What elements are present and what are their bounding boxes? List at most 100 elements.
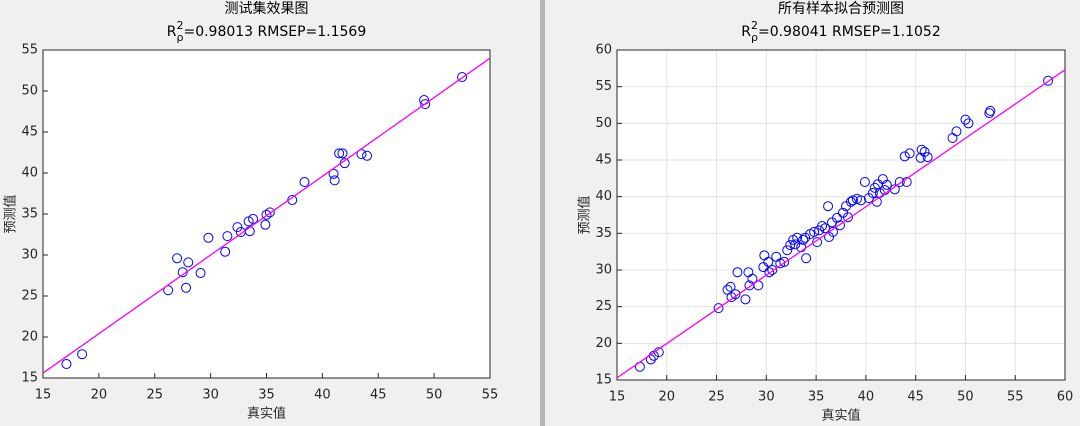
fit-line: [616, 69, 1066, 379]
y-tick-label: 55: [21, 43, 38, 58]
point: [790, 239, 801, 250]
point: [163, 285, 174, 296]
point: [782, 245, 793, 256]
point: [248, 213, 259, 224]
chart-title: 所有样本拟合预测图: [778, 1, 904, 17]
subtitle-sup: 2: [176, 19, 183, 32]
x-tick-label: 50: [957, 390, 974, 405]
point: [823, 201, 834, 212]
x-tick-label: 30: [202, 388, 219, 403]
point: [730, 289, 741, 300]
y-tick-label: 15: [595, 373, 612, 388]
point: [919, 146, 930, 157]
y-tick-label: 40: [21, 166, 38, 181]
y-tick-label: 25: [21, 289, 38, 304]
subtitle-sup: 2: [751, 19, 758, 32]
y-tick-label: 30: [595, 263, 612, 278]
x-tick-label: 20: [659, 390, 676, 405]
point: [181, 282, 192, 293]
x-axis-label: 真实值: [247, 406, 286, 422]
point: [775, 258, 786, 269]
point: [951, 126, 962, 137]
y-axis-label: 预测值: [3, 194, 19, 233]
point: [842, 212, 853, 223]
point: [851, 193, 862, 204]
point: [832, 212, 843, 223]
point: [1043, 75, 1054, 86]
divider: [540, 0, 545, 426]
point: [867, 188, 878, 198]
point: [763, 256, 774, 267]
point: [800, 232, 811, 243]
x-tick-label: 30: [758, 390, 775, 405]
y-tick-label: 50: [21, 84, 38, 99]
point: [881, 179, 892, 190]
subtitle-sub: ρ: [751, 31, 758, 44]
point: [916, 144, 927, 155]
point: [457, 72, 468, 83]
point: [801, 253, 812, 264]
x-tick-label: 35: [808, 390, 825, 405]
point: [798, 234, 809, 245]
point: [420, 99, 431, 110]
point: [845, 196, 856, 207]
point: [812, 237, 823, 248]
y-axis-label: 预测值: [577, 195, 593, 234]
point: [732, 267, 743, 278]
y-tick-label: 15: [21, 371, 38, 386]
point: [899, 151, 910, 162]
x-tick-label: 50: [426, 388, 443, 403]
point: [232, 222, 243, 233]
point: [859, 177, 870, 187]
point: [847, 195, 858, 206]
y-tick-label: 45: [21, 125, 38, 140]
point: [779, 256, 790, 267]
point: [758, 262, 769, 273]
point: [963, 118, 974, 129]
y-tick-label: 25: [595, 299, 612, 314]
y-tick-label: 45: [595, 153, 612, 168]
x-tick-label: 15: [35, 388, 52, 403]
point: [869, 182, 880, 193]
point: [61, 359, 72, 370]
point: [299, 177, 310, 188]
point: [785, 240, 796, 251]
x-tick-label: 25: [708, 390, 725, 405]
point: [792, 232, 803, 243]
point: [855, 195, 866, 206]
point: [817, 221, 828, 231]
point: [328, 168, 339, 179]
point: [713, 303, 724, 314]
point: [809, 226, 820, 237]
y-tick-label: 40: [595, 189, 612, 204]
x-tick-label: 45: [907, 390, 924, 405]
point: [740, 294, 751, 305]
x-tick-label: 40: [314, 388, 331, 403]
point: [922, 152, 933, 163]
y-tick-label: 30: [21, 248, 38, 263]
x-tick-label: 15: [609, 390, 626, 405]
y-tick-label: 20: [21, 330, 38, 345]
x-tick-label: 35: [258, 388, 275, 403]
point: [356, 149, 367, 160]
point: [725, 281, 736, 292]
point: [337, 148, 348, 159]
axes-box: [42, 49, 491, 379]
y-tick-label: 55: [595, 79, 612, 94]
point: [260, 219, 271, 230]
point: [894, 177, 905, 187]
fit-line: [42, 57, 491, 374]
point: [195, 268, 206, 279]
point: [261, 209, 272, 220]
chart-title: 测试集效果图: [225, 0, 309, 17]
point: [264, 207, 275, 218]
point: [985, 105, 996, 116]
point: [220, 246, 231, 257]
point: [747, 273, 758, 284]
point: [835, 220, 846, 231]
subtitle-rest: =0.98013 RMSEP=1.1569: [183, 24, 366, 40]
subtitle-rest: =0.98041 RMSEP=1.1052: [758, 24, 941, 40]
subtitle-base: R: [167, 24, 177, 40]
